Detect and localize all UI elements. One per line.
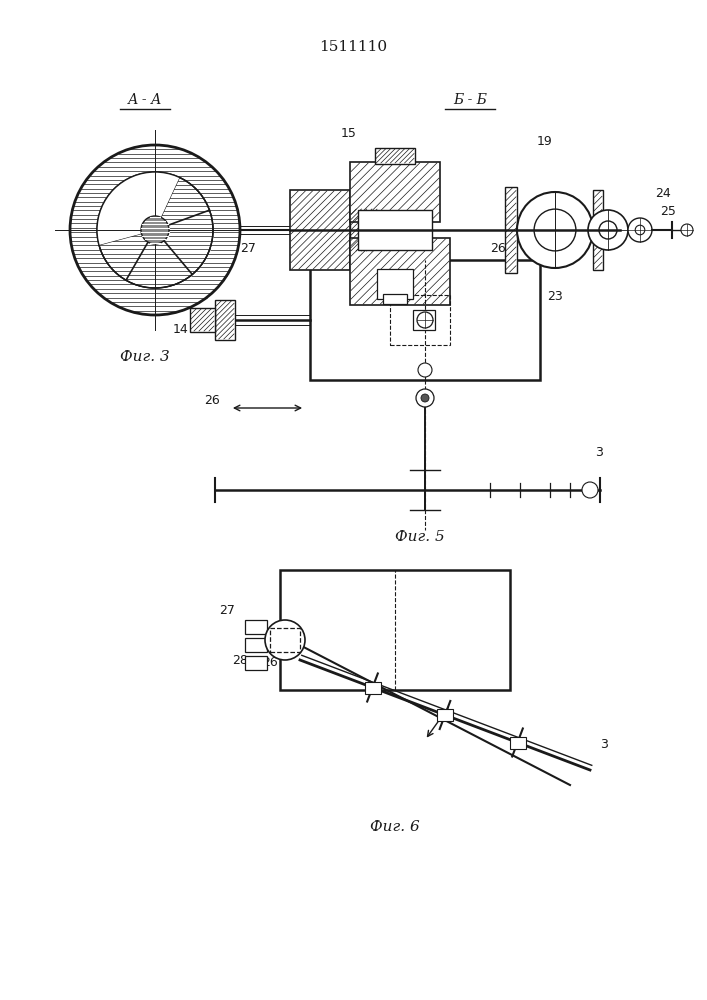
Circle shape: [416, 389, 434, 407]
Circle shape: [418, 363, 432, 377]
Bar: [270, 628, 300, 652]
Text: 27: 27: [240, 242, 256, 255]
Text: 26: 26: [204, 393, 220, 406]
Bar: [245, 638, 267, 652]
Text: 3: 3: [600, 738, 608, 752]
Text: Фиг. 6: Фиг. 6: [370, 820, 420, 834]
Bar: [365, 682, 380, 694]
Bar: [413, 310, 435, 330]
Bar: [510, 736, 525, 748]
Text: 26: 26: [262, 656, 278, 668]
Text: 24: 24: [655, 187, 671, 200]
Bar: [358, 210, 432, 250]
Polygon shape: [97, 172, 180, 245]
Text: Фиг. 5: Фиг. 5: [395, 530, 445, 544]
Circle shape: [517, 192, 593, 268]
Circle shape: [141, 216, 169, 244]
Circle shape: [97, 172, 213, 288]
Text: Фиг. 4: Фиг. 4: [465, 350, 515, 364]
Circle shape: [275, 630, 295, 650]
Text: А - А: А - А: [128, 93, 162, 107]
Text: 23: 23: [547, 290, 563, 303]
Text: Б - Б: Б - Б: [453, 93, 487, 107]
Bar: [290, 190, 350, 270]
Bar: [245, 620, 267, 634]
Polygon shape: [99, 177, 213, 288]
Bar: [245, 656, 267, 670]
Bar: [437, 709, 453, 721]
Text: 26: 26: [490, 242, 506, 255]
Text: Фиг. 3: Фиг. 3: [120, 350, 170, 364]
Circle shape: [681, 224, 693, 236]
Bar: [350, 238, 450, 305]
Circle shape: [417, 312, 433, 328]
Bar: [390, 295, 450, 345]
Circle shape: [599, 221, 617, 239]
Text: 16: 16: [349, 315, 365, 328]
Text: 27: 27: [219, 603, 235, 616]
Circle shape: [628, 218, 652, 242]
Text: 3: 3: [595, 446, 603, 458]
Circle shape: [582, 482, 598, 498]
Circle shape: [635, 225, 645, 235]
Text: 15: 15: [341, 127, 357, 140]
Bar: [350, 162, 440, 222]
Bar: [593, 190, 603, 270]
Text: 25: 25: [660, 205, 676, 218]
Circle shape: [421, 394, 429, 402]
Circle shape: [588, 210, 628, 250]
Text: 1511110: 1511110: [319, 40, 387, 54]
Bar: [377, 269, 413, 299]
Text: 19: 19: [537, 135, 553, 148]
Bar: [190, 308, 215, 332]
Circle shape: [534, 209, 576, 251]
Bar: [383, 294, 407, 304]
Bar: [310, 260, 540, 380]
Bar: [280, 570, 510, 690]
Bar: [375, 148, 415, 164]
Circle shape: [265, 620, 305, 660]
Text: 14: 14: [173, 323, 189, 336]
Bar: [350, 208, 378, 252]
Bar: [215, 300, 235, 340]
Text: 28: 28: [232, 654, 248, 666]
Bar: [505, 187, 517, 273]
